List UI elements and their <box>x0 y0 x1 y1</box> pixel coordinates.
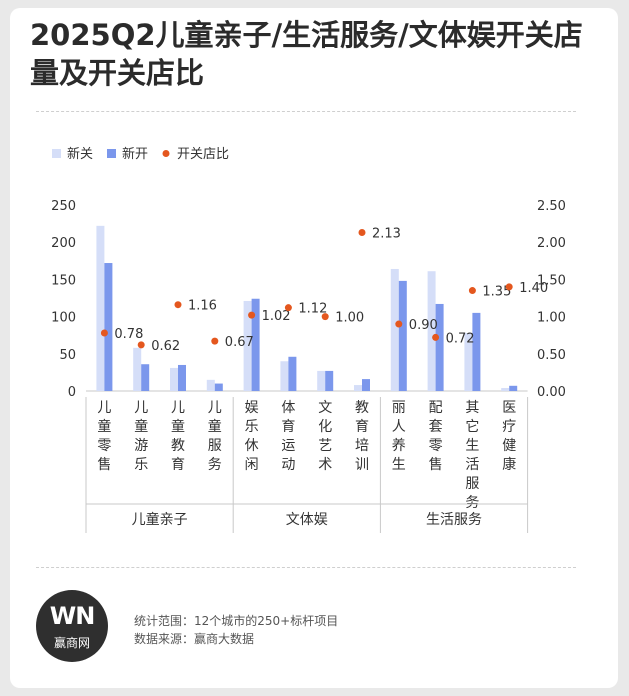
ratio-label: 2.13 <box>372 227 401 242</box>
ratio-label: 1.00 <box>335 311 364 326</box>
ratio-point <box>321 313 329 321</box>
bar-opened <box>288 356 297 391</box>
bar-opened <box>435 303 444 391</box>
x-tick-label: 教育培训 <box>355 400 369 473</box>
x-tick-label: 儿童游乐 <box>134 400 148 473</box>
ratio-label: 1.16 <box>188 299 217 314</box>
bar-opened <box>325 370 334 391</box>
x-tick-label: 丽人养生 <box>392 400 406 473</box>
ratio-label: 0.72 <box>446 331 475 346</box>
bar-closed <box>427 271 436 391</box>
ratio-point <box>432 333 440 341</box>
bar-closed <box>317 370 326 391</box>
ratio-label: 0.78 <box>114 327 143 342</box>
bottom-divider <box>36 567 576 568</box>
ratio-point <box>174 301 182 309</box>
y-left-tick-label: 0 <box>68 385 76 400</box>
ratio-point <box>468 287 476 295</box>
x-tick-label: 儿童服务 <box>208 400 222 473</box>
x-tick-label: 儿童零售 <box>97 400 111 473</box>
bar-opened <box>398 280 407 391</box>
bar-closed <box>96 225 105 391</box>
bar-closed <box>280 361 289 391</box>
group-label: 文体娱 <box>286 512 328 528</box>
group-label: 生活服务 <box>426 512 482 528</box>
bar-closed <box>464 332 473 391</box>
y-right-tick-label: 2.50 <box>537 199 566 214</box>
bar-opened <box>251 298 260 391</box>
y-left-tick-label: 50 <box>59 348 76 363</box>
group-label: 儿童亲子 <box>132 511 188 528</box>
bar-opened <box>509 385 518 391</box>
top-divider <box>36 111 576 112</box>
ratio-point <box>395 320 403 328</box>
x-tick-label: 文化艺术 <box>318 400 332 473</box>
brand-logo: WN 赢商网 <box>36 590 108 662</box>
ratio-label: 1.12 <box>298 302 327 317</box>
footer-source: 数据来源：赢商大数据 <box>134 632 255 646</box>
ratio-point <box>100 329 108 337</box>
ratio-point <box>211 337 219 345</box>
legend-swatch-ratio <box>162 150 170 157</box>
bar-closed <box>170 367 178 391</box>
legend-swatch-closed <box>52 149 61 158</box>
bar-closed <box>354 385 362 391</box>
bar-opened <box>104 263 113 391</box>
ratio-label: 1.02 <box>262 309 291 324</box>
bar-closed <box>206 379 215 391</box>
y-left-tick-label: 250 <box>51 199 76 214</box>
legend-label-opened: 新开 <box>122 146 148 162</box>
x-tick-label: 体育运动 <box>281 400 295 473</box>
y-right-tick-label: 1.50 <box>537 273 566 288</box>
ratio-point <box>358 229 366 237</box>
ratio-point <box>284 304 292 312</box>
y-right-tick-label: 2.00 <box>537 236 566 251</box>
logo-name: 赢商网 <box>53 636 90 650</box>
bar-closed <box>243 300 252 391</box>
footer-scope: 统计范围：12个城市的250+标杆项目 <box>134 614 339 628</box>
y-right-tick-label: 1.00 <box>537 311 566 326</box>
y-right-tick-label: 0.00 <box>537 385 566 400</box>
ratio-label: 0.62 <box>151 339 180 354</box>
y-left-tick-label: 200 <box>51 236 76 251</box>
bar-opened <box>214 383 223 391</box>
y-left-tick-label: 100 <box>51 311 76 326</box>
x-tick-label: 医疗健康 <box>502 400 516 473</box>
ratio-label: 1.40 <box>519 281 548 296</box>
logo-mark: WN <box>49 602 96 630</box>
ratio-point <box>137 341 145 349</box>
ratio-label: 0.67 <box>225 335 254 350</box>
y-right-tick-label: 0.50 <box>537 348 566 363</box>
x-tick-label: 其它生活服务 <box>465 400 479 511</box>
ratio-point <box>248 311 256 319</box>
bar-opened <box>141 364 150 391</box>
x-tick-label: 儿童教育 <box>171 400 185 473</box>
x-tick-label: 配套零售 <box>429 400 443 473</box>
legend-label-closed: 新关 <box>67 146 93 162</box>
bar-opened <box>178 364 186 391</box>
bar-closed <box>133 347 142 391</box>
bar-opened <box>362 379 370 391</box>
legend-swatch-opened <box>107 149 116 158</box>
bar-closed <box>390 268 399 391</box>
legend-label-ratio: 开关店比 <box>177 147 229 162</box>
ratio-point <box>505 283 513 291</box>
ratio-label: 0.90 <box>409 318 438 333</box>
ratio-label: 1.35 <box>482 285 511 300</box>
x-tick-label: 娱乐休闲 <box>245 400 259 473</box>
bar-opened <box>472 312 481 391</box>
bar-closed <box>501 388 510 391</box>
chart-title: 2025Q2儿童亲子/生活服务/文体娱开关店量及开关店比 <box>30 18 583 90</box>
y-left-tick-label: 150 <box>51 273 76 288</box>
